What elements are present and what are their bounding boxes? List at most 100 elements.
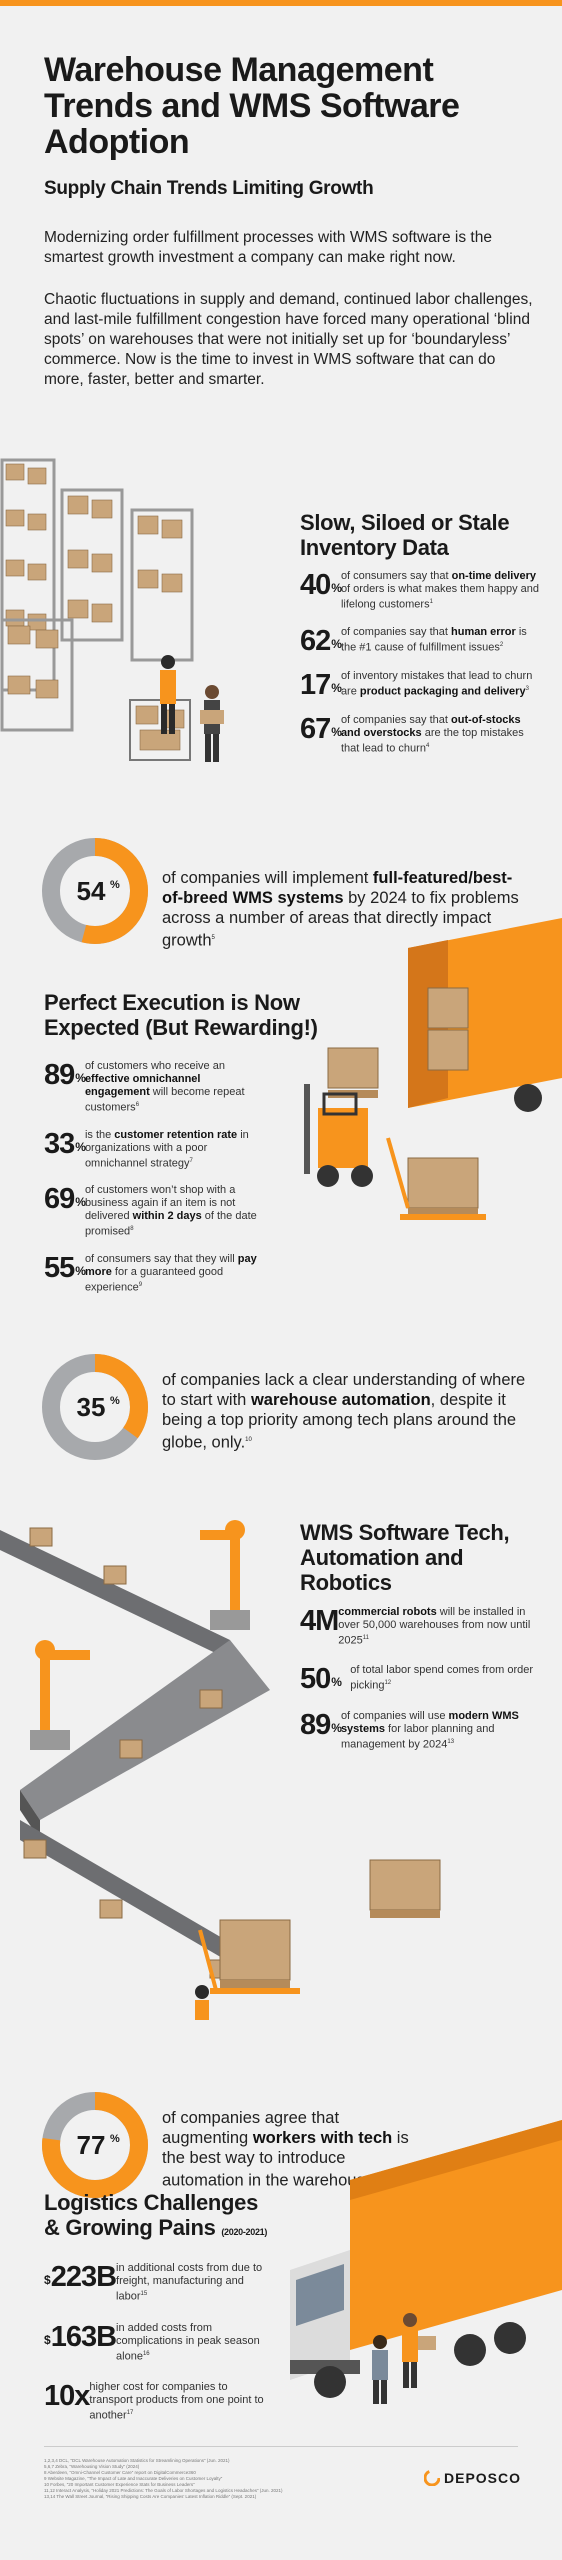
pallet-jack-illustration [195, 1859, 441, 2020]
stat-unit: % [331, 680, 342, 695]
inventory-stats-list: 40% of consumers say that on-time deliver… [300, 570, 540, 769]
stat-row: 55% of consumers say that they will pay m… [44, 1253, 264, 1295]
footnote-line: 13,14 The Wall Street Journal, “Rising S… [44, 2494, 257, 2499]
stat-number: 55% [44, 1251, 86, 1284]
stat-unit: % [75, 1071, 86, 1085]
donut-chart-35: 35% [42, 1354, 148, 1460]
stat-bold-text: out-of-stocks and overstocks [340, 713, 521, 739]
deposco-logo[interactable]: DEPOSCO [424, 2470, 521, 2486]
stat-text: of customers who receive an effective om… [84, 1060, 245, 1114]
stat-unit: % [75, 1263, 86, 1278]
donut-unit: % [110, 1395, 120, 1407]
donut-label: 77 [77, 2130, 106, 2160]
stat-row: 89% of customers who receive an effective… [44, 1060, 264, 1115]
stat-number: 89% [300, 1708, 342, 1741]
accent-top-bar [0, 0, 562, 6]
logistics-stats-list: $223B in additional costs from due to fre… [44, 2262, 264, 2441]
truck-forklift-illustration [304, 918, 562, 1220]
section-heading-execution: Perfect Execution is Now Expected (But R… [44, 990, 318, 1040]
footnote-ref: 2 [499, 641, 504, 648]
stat-unit: % [331, 1674, 342, 1689]
stat-unit: % [331, 724, 342, 739]
stat-text: of companies say that out-of-stocks and … [340, 713, 524, 755]
footnote-ref: 7 [189, 1157, 193, 1164]
footnote-ref: 3 [525, 685, 529, 692]
stat-number: 10x [44, 2380, 90, 2413]
stat-unit: % [331, 636, 342, 651]
donut-chart-54: 54% [42, 838, 148, 944]
stat-text: of inventory mistakes that lead to churn… [340, 669, 533, 698]
stat-row: 10x higher cost for companies to transpor… [44, 2381, 264, 2423]
donut-unit: % [110, 2133, 120, 2145]
footnote-ref: 15 [140, 2291, 148, 2297]
logistics-heading-text: Logistics Challenges & Growing Pains [44, 2190, 259, 2240]
footnote-line: 11,12 Interact Analysis, “Holiday 2021 P… [44, 2488, 283, 2493]
section-heading-logistics: Logistics Challenges & Growing Pains (20… [44, 2190, 274, 2245]
deposco-logo-text: DEPOSCO [444, 2470, 522, 2486]
footnote-ref: 10 [245, 1437, 252, 1443]
stat-row: 69% of customers won’t shop with a busine… [44, 1184, 264, 1239]
stat-number: $223B [44, 2261, 117, 2293]
stat-text: of consumers say that they will pay more… [84, 1252, 257, 1294]
stat-text: of companies will use modern WMS systems… [340, 1709, 519, 1751]
stat-unit: % [331, 1720, 342, 1735]
footnote-ref: 9 [138, 1281, 143, 1288]
donut-chart-77: 77% [42, 2092, 148, 2198]
stat-text: of total labor spend comes from order pi… [350, 1663, 534, 1692]
stat-text: of companies say that human error is the… [340, 625, 527, 654]
footnote-line: 5,6,7 Zebra, “Warehousing Vision Study” … [44, 2464, 140, 2469]
stat-bold-text: full-featured/best-of-breed WMS systems [162, 869, 513, 907]
robotic-conveyor-illustration [0, 1520, 270, 1980]
stat-row: 89% of companies will use modern WMS syst… [300, 1710, 540, 1752]
stat-row: 33% is the customer retention rate in org… [44, 1129, 264, 1171]
donut-value-arc [42, 2092, 148, 2198]
stat-bold-text: human error [451, 625, 516, 638]
stat-number: 67% [300, 712, 342, 745]
footnote-line: 8 Aberdeen, “Omni-Channel Customer Care”… [44, 2470, 196, 2475]
execution-stats-list: 89% of customers who receive an effective… [44, 1060, 264, 1309]
logistics-heading-note: (2020-2021) [221, 2227, 268, 2237]
stat-unit: % [75, 1195, 86, 1210]
stat-currency: $ [44, 2332, 51, 2347]
footer-divider [44, 2446, 518, 2447]
section-heading-inventory: Slow, Siloed or Stale Inventory Data [300, 510, 510, 560]
delivery-truck-illustration [290, 2120, 562, 2404]
stat-bold-text: effective omnichannel engagement [84, 1073, 201, 1098]
footnote-ref: 4 [425, 742, 430, 749]
stat-row: 67% of companies say that out-of-stocks a… [300, 714, 540, 756]
donut-value-arc [42, 838, 148, 944]
footnotes: 1,2,3,4 DCL, “DCL Warehouse Automation S… [44, 2458, 374, 2500]
stat-text: is the customer retention rate in organi… [84, 1128, 249, 1170]
deposco-logo-icon [424, 2470, 440, 2486]
page-title: Warehouse Management Trends and WMS Soft… [44, 51, 460, 161]
wms-stats-list: 4M commercial robots will be installed in… [300, 1606, 540, 1767]
page-subtitle: Supply Chain Trends Limiting Growth [44, 178, 374, 199]
stat-bold-text: customer retention rate [114, 1128, 238, 1141]
stat-row: 62% of companies say that human error is … [300, 626, 540, 656]
stat-text: commercial robots will be installed in o… [338, 1606, 531, 1647]
stat-number: 62% [300, 624, 342, 657]
stat-row: 17% of inventory mistakes that lead to ch… [300, 670, 540, 700]
stat-bold-text: commercial robots [338, 1606, 437, 1618]
footnote-ref: 1 [429, 599, 433, 605]
section-heading-wms: WMS Software Tech, Automation and Roboti… [300, 1520, 510, 1595]
footnote-ref: 13 [447, 1738, 455, 1745]
warehouse-shelves-illustration [0, 458, 224, 762]
footnote-ref: 8 [130, 1226, 134, 1233]
stat-row: 4M commercial robots will be installed in… [300, 1606, 540, 1648]
footnote-ref: 16 [142, 2350, 150, 2357]
stat-number: 33% [44, 1127, 86, 1160]
stat-bold-text: modern WMS systems [340, 1709, 519, 1735]
stat-number: 17% [300, 668, 342, 701]
donut3-description: of companies agree that augmenting worke… [162, 2109, 409, 2190]
stat-number: 4M [300, 1605, 339, 1637]
donut-label: 35 [77, 1392, 106, 1422]
footnote-ref: 12 [384, 1679, 392, 1686]
stat-unit: % [331, 581, 342, 595]
footnote-line: 1,2,3,4 DCL, “DCL Warehouse Automation S… [44, 2458, 230, 2463]
intro-paragraph-2: Chaotic fluctuations in supply and deman… [44, 291, 533, 388]
stat-number: $163B [44, 2320, 117, 2353]
stat-row: 50% of total labor spend comes from order… [300, 1664, 540, 1694]
footnote-ref: 5 [211, 935, 215, 941]
stat-currency: $ [44, 2273, 51, 2287]
